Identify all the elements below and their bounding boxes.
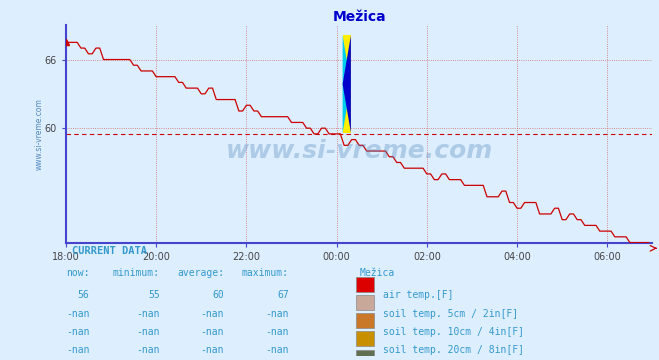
Text: -nan: -nan	[266, 345, 289, 355]
Text: CURRENT DATA: CURRENT DATA	[72, 246, 147, 256]
FancyBboxPatch shape	[357, 295, 374, 310]
Title: Mežica: Mežica	[332, 10, 386, 24]
Text: -nan: -nan	[136, 327, 159, 337]
Text: 67: 67	[277, 291, 289, 300]
Text: 60: 60	[212, 291, 224, 300]
Bar	[343, 36, 351, 133]
Text: -nan: -nan	[266, 327, 289, 337]
Text: -nan: -nan	[136, 345, 159, 355]
Text: -nan: -nan	[201, 345, 224, 355]
Text: www.si-vreme.com: www.si-vreme.com	[225, 139, 493, 163]
Text: -nan: -nan	[201, 327, 224, 337]
Text: now:: now:	[66, 267, 90, 278]
Text: -nan: -nan	[266, 309, 289, 319]
Text: soil temp. 5cm / 2in[F]: soil temp. 5cm / 2in[F]	[383, 309, 518, 319]
Text: -nan: -nan	[66, 345, 90, 355]
Y-axis label: www.si-vreme.com: www.si-vreme.com	[34, 98, 43, 170]
Text: -nan: -nan	[201, 309, 224, 319]
FancyBboxPatch shape	[357, 350, 374, 360]
Text: -nan: -nan	[136, 309, 159, 319]
Polygon shape	[343, 36, 351, 133]
Text: soil temp. 20cm / 8in[F]: soil temp. 20cm / 8in[F]	[383, 345, 524, 355]
Text: 56: 56	[78, 291, 90, 300]
Text: soil temp. 10cm / 4in[F]: soil temp. 10cm / 4in[F]	[383, 327, 524, 337]
Text: -nan: -nan	[66, 327, 90, 337]
Text: minimum:: minimum:	[113, 267, 159, 278]
Polygon shape	[343, 36, 351, 133]
Text: 55: 55	[148, 291, 159, 300]
Text: average:: average:	[177, 267, 224, 278]
Text: air temp.[F]: air temp.[F]	[383, 291, 453, 300]
FancyBboxPatch shape	[357, 331, 374, 346]
FancyBboxPatch shape	[357, 313, 374, 328]
Text: maximum:: maximum:	[242, 267, 289, 278]
Text: Mežica: Mežica	[359, 267, 394, 278]
Text: -nan: -nan	[66, 309, 90, 319]
FancyBboxPatch shape	[357, 277, 374, 292]
